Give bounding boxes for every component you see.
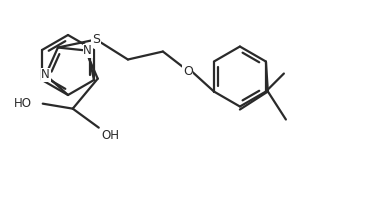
Text: N: N xyxy=(41,68,50,81)
Text: S: S xyxy=(92,33,100,46)
Text: N: N xyxy=(83,44,92,57)
Text: O: O xyxy=(183,65,193,78)
Text: OH: OH xyxy=(102,129,120,142)
Text: HO: HO xyxy=(14,97,32,110)
